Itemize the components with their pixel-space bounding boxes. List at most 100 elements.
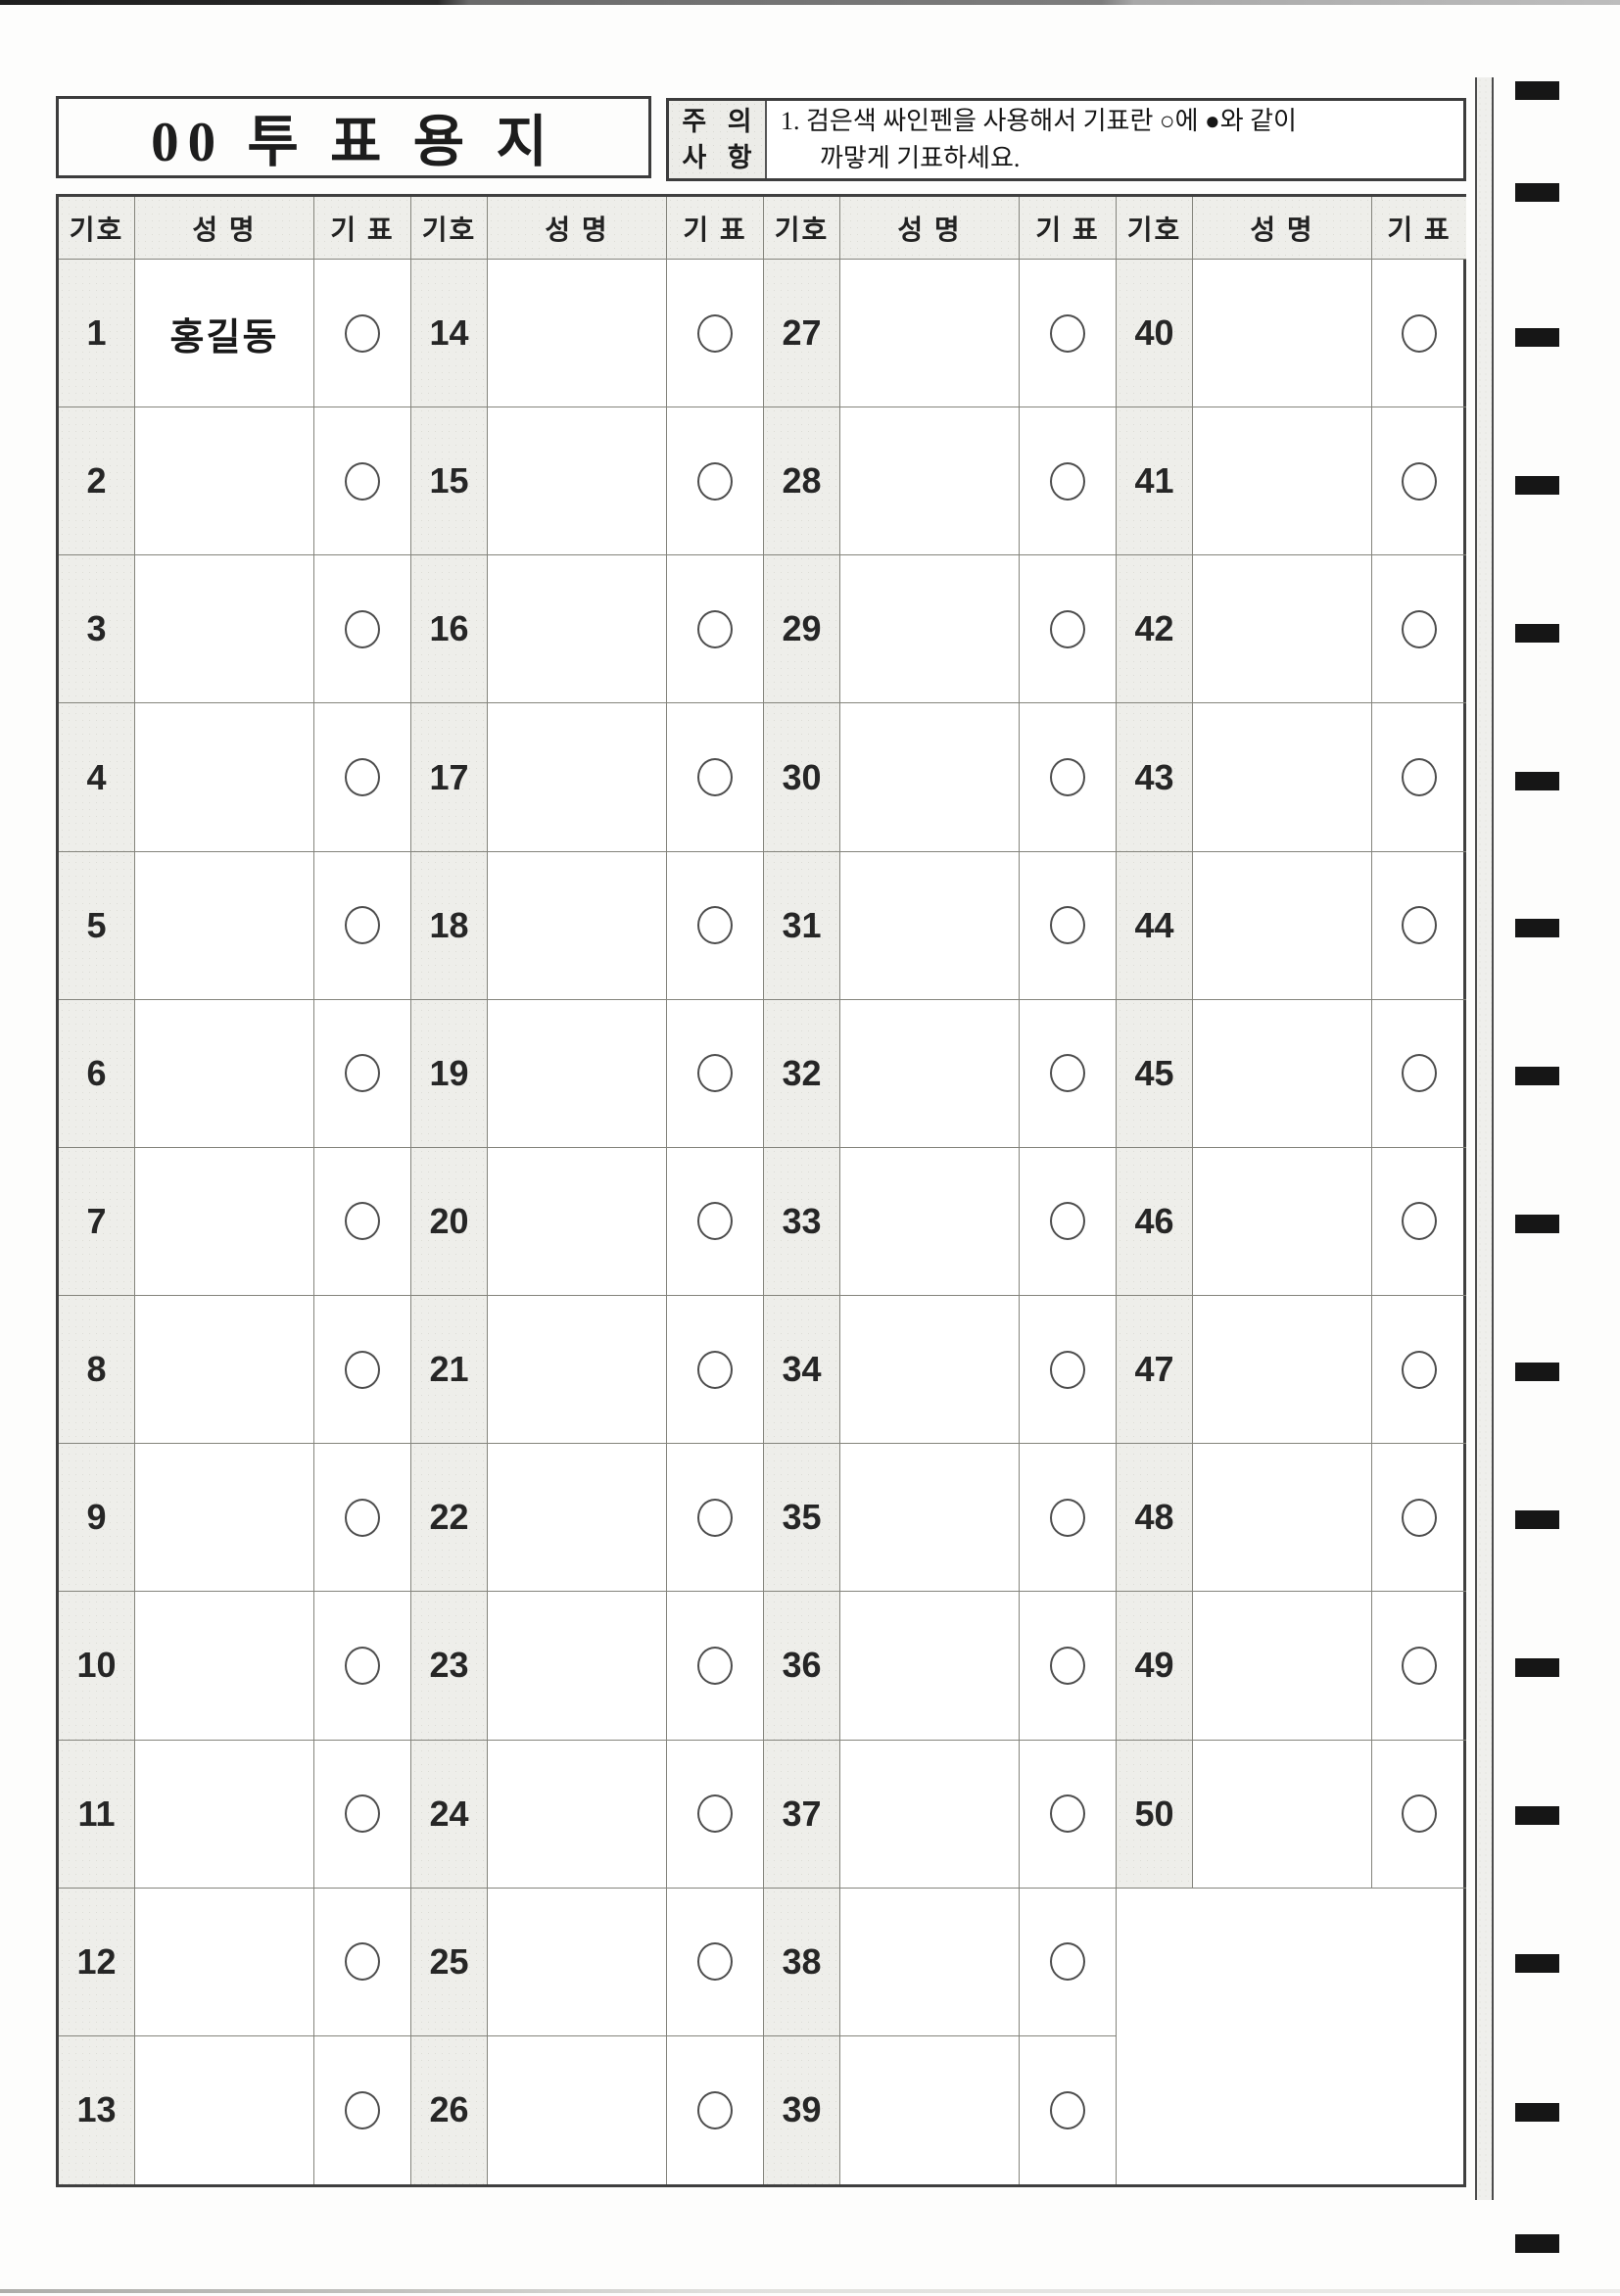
candidate-number-cell: 30 (764, 703, 840, 852)
mark-circle[interactable] (345, 758, 380, 797)
notice-label: 주 의 사 항 (669, 101, 767, 178)
header-mark: 기 표 (667, 197, 764, 260)
mark-circle[interactable] (1402, 1646, 1437, 1685)
candidate-number-cell: 19 (411, 999, 488, 1148)
mark-cell (1020, 260, 1117, 408)
page-title: 00 투 표 용 지 (151, 112, 556, 173)
candidate-name-cell (840, 851, 1020, 1000)
candidate-name-cell (488, 1592, 667, 1741)
mark-circle[interactable] (345, 1350, 380, 1389)
mark-circle[interactable] (697, 2090, 733, 2129)
mark-circle[interactable] (1402, 1054, 1437, 1093)
mark-circle[interactable] (1050, 1498, 1085, 1537)
mark-circle[interactable] (697, 1350, 733, 1389)
mark-circle[interactable] (697, 1498, 733, 1537)
mark-circle[interactable] (345, 313, 380, 353)
mark-cell (1020, 1888, 1117, 2036)
candidate-number-cell: 7 (59, 1147, 135, 1297)
mark-circle[interactable] (1050, 2090, 1085, 2129)
mark-cell (1372, 260, 1466, 408)
mark-circle[interactable] (697, 1202, 733, 1241)
candidate-number-cell: 21 (411, 1296, 488, 1445)
mark-circle[interactable] (1050, 1942, 1085, 1982)
mark-circle[interactable] (345, 906, 380, 945)
candidate-name-cell (135, 407, 314, 556)
mark-circle[interactable] (1402, 1794, 1437, 1834)
candidate-number-cell: 25 (411, 1888, 488, 2036)
mark-circle[interactable] (1402, 1350, 1437, 1389)
mark-circle[interactable] (1402, 313, 1437, 353)
mark-circle[interactable] (697, 906, 733, 945)
candidate-number-cell: 13 (59, 2035, 135, 2184)
mark-cell (1020, 999, 1117, 1148)
timing-mark (1515, 2102, 1559, 2122)
mark-circle[interactable] (345, 1942, 380, 1982)
mark-circle[interactable] (1050, 906, 1085, 945)
mark-circle[interactable] (1402, 906, 1437, 945)
candidate-name-cell (135, 999, 314, 1148)
timing-mark (1515, 623, 1559, 643)
candidate-name-cell (1193, 1296, 1372, 1445)
candidate-number-cell: 10 (59, 1592, 135, 1741)
candidate-name-cell (840, 1592, 1020, 1741)
candidate-name-cell (135, 1147, 314, 1297)
mark-circle[interactable] (1050, 1646, 1085, 1685)
header-number: 기호 (764, 197, 840, 260)
mark-circle[interactable] (345, 461, 380, 501)
timing-mark (1515, 2233, 1559, 2253)
mark-circle[interactable] (345, 1054, 380, 1093)
timing-mark (1515, 1509, 1559, 1529)
mark-circle[interactable] (697, 609, 733, 648)
mark-circle[interactable] (697, 1942, 733, 1982)
candidate-number-cell: 45 (1117, 999, 1193, 1148)
mark-circle[interactable] (345, 609, 380, 648)
mark-circle[interactable] (697, 1646, 733, 1685)
candidate-name-cell (840, 1147, 1020, 1297)
mark-circle[interactable] (697, 461, 733, 501)
mark-cell (667, 1740, 764, 1889)
mark-circle[interactable] (1050, 461, 1085, 501)
mark-circle[interactable] (1402, 1498, 1437, 1537)
mark-cell (314, 555, 411, 704)
mark-circle[interactable] (1050, 758, 1085, 797)
header-name: 성 명 (135, 197, 314, 260)
mark-cell (314, 1296, 411, 1445)
mark-circle[interactable] (1050, 1202, 1085, 1241)
candidate-name-cell (1193, 1592, 1372, 1741)
mark-circle[interactable] (345, 2090, 380, 2129)
mark-circle[interactable] (1050, 609, 1085, 648)
mark-circle[interactable] (1050, 1054, 1085, 1093)
candidate-name-cell (488, 1444, 667, 1593)
timing-mark (1515, 918, 1559, 937)
candidate-name-cell (840, 555, 1020, 704)
candidate-number-cell: 16 (411, 555, 488, 704)
mark-circle[interactable] (697, 1054, 733, 1093)
candidate-number-cell: 27 (764, 260, 840, 408)
candidate-number-cell: 24 (411, 1740, 488, 1889)
candidate-name-cell (840, 703, 1020, 852)
header-name: 성 명 (840, 197, 1020, 260)
mark-circle[interactable] (1402, 609, 1437, 648)
mark-circle[interactable] (345, 1646, 380, 1685)
mark-circle[interactable] (1050, 313, 1085, 353)
mark-circle[interactable] (345, 1202, 380, 1241)
mark-circle[interactable] (697, 758, 733, 797)
mark-cell (667, 851, 764, 1000)
candidate-name-cell (488, 555, 667, 704)
candidate-name-cell (1193, 260, 1372, 408)
mark-circle[interactable] (1402, 758, 1437, 797)
mark-circle[interactable] (697, 1794, 733, 1834)
mark-cell (1020, 1444, 1117, 1593)
candidate-number-cell: 1 (59, 260, 135, 408)
mark-circle[interactable] (1050, 1350, 1085, 1389)
mark-cell (667, 260, 764, 408)
mark-circle[interactable] (345, 1794, 380, 1834)
mark-circle[interactable] (345, 1498, 380, 1537)
candidate-number-cell: 5 (59, 851, 135, 1000)
mark-circle[interactable] (1050, 1794, 1085, 1834)
candidate-number-cell: 36 (764, 1592, 840, 1741)
mark-circle[interactable] (1402, 1202, 1437, 1241)
mark-circle[interactable] (697, 313, 733, 353)
mark-circle[interactable] (1402, 461, 1437, 501)
candidate-number-cell: 39 (764, 2035, 840, 2184)
